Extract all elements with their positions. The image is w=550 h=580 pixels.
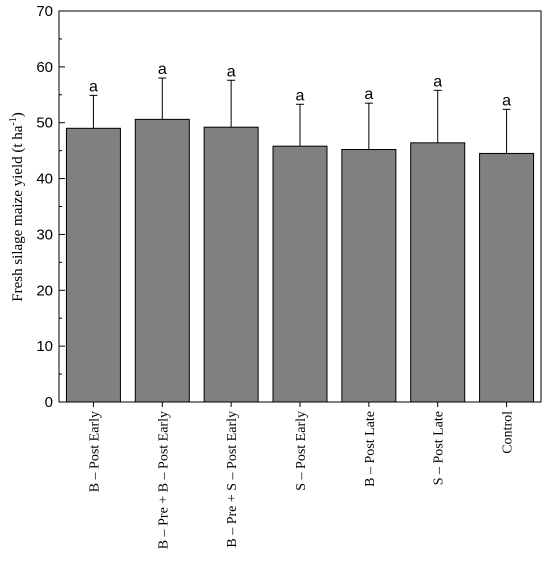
bar xyxy=(341,149,397,403)
y-axis-label-close: ) xyxy=(10,112,26,117)
y-tick-label: 50 xyxy=(36,115,53,132)
y-tick-label: 0 xyxy=(45,394,53,411)
y-axis-label: Fresh silage maize yield (t ha-1) xyxy=(8,112,26,302)
axes xyxy=(58,10,542,407)
x-tick-label: B – Post Early xyxy=(87,411,102,492)
x-tick-label: B – Pre + S – Post Early xyxy=(225,411,240,548)
bar xyxy=(65,127,121,403)
y-axis-label-main: Fresh silage maize yield (t ha xyxy=(10,125,26,302)
significance-letter: a xyxy=(296,87,305,104)
y-tick-label: 20 xyxy=(36,282,53,299)
y-tick-label: 40 xyxy=(36,171,53,188)
bar xyxy=(134,118,190,403)
bar xyxy=(203,126,259,403)
y-tick-label: 30 xyxy=(36,226,53,243)
bar xyxy=(410,142,466,403)
significance-letter: a xyxy=(227,63,236,80)
significance-letter: a xyxy=(158,61,167,78)
bars xyxy=(65,118,535,403)
significance-letter: a xyxy=(502,92,511,109)
x-tick-label: Control xyxy=(501,411,516,454)
y-tick-label: 10 xyxy=(36,338,53,355)
bar xyxy=(479,152,535,403)
x-tick-label: S – Post Early xyxy=(294,411,309,491)
labels: a B – Post Early a B – Pre + B – Post Early… xyxy=(36,3,515,549)
error-bars xyxy=(89,77,511,154)
significance-letter: a xyxy=(433,73,442,90)
x-tick-label: B – Pre + B – Post Early xyxy=(156,411,171,549)
y-tick-label: 60 xyxy=(36,59,53,76)
significance-letter: a xyxy=(364,86,373,103)
x-tick-label: B – Post Late xyxy=(363,411,378,487)
significance-letter: a xyxy=(89,78,98,95)
y-axis-label-superscript: -1 xyxy=(8,117,19,125)
x-tick-label: S – Post Late xyxy=(432,411,447,485)
y-tick-label: 70 xyxy=(36,3,53,20)
bar xyxy=(272,145,328,403)
